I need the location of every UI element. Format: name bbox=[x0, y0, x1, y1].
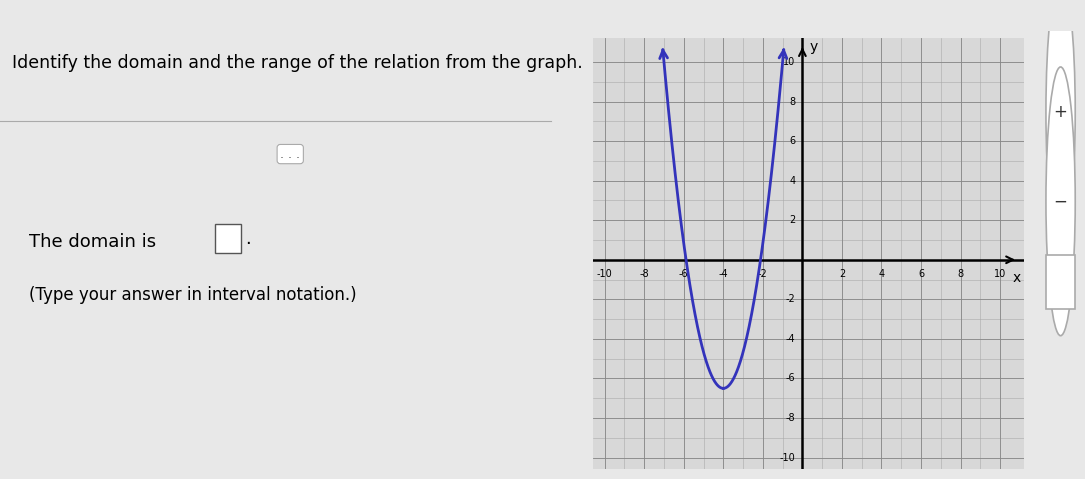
FancyBboxPatch shape bbox=[215, 224, 241, 253]
Text: -4: -4 bbox=[786, 334, 795, 344]
Text: 2: 2 bbox=[789, 215, 795, 225]
Text: -6: -6 bbox=[679, 269, 689, 279]
Text: y: y bbox=[809, 40, 818, 54]
Text: -8: -8 bbox=[639, 269, 649, 279]
Text: -2: -2 bbox=[758, 269, 768, 279]
Text: 10: 10 bbox=[783, 57, 795, 67]
Text: -8: -8 bbox=[786, 413, 795, 423]
Text: 6: 6 bbox=[918, 269, 924, 279]
Text: .: . bbox=[245, 230, 251, 249]
Text: 10: 10 bbox=[994, 269, 1006, 279]
Text: 4: 4 bbox=[790, 176, 795, 186]
Text: (Type your answer in interval notation.): (Type your answer in interval notation.) bbox=[29, 286, 357, 305]
Text: 8: 8 bbox=[958, 269, 963, 279]
Text: 6: 6 bbox=[790, 136, 795, 146]
Text: 2: 2 bbox=[839, 269, 845, 279]
Text: -10: -10 bbox=[597, 269, 613, 279]
Text: +: + bbox=[1054, 103, 1068, 121]
Text: 8: 8 bbox=[790, 97, 795, 107]
Circle shape bbox=[1046, 67, 1075, 336]
Text: The domain is: The domain is bbox=[29, 233, 156, 251]
Text: -10: -10 bbox=[780, 453, 795, 463]
Text: Identify the domain and the range of the relation from the graph.: Identify the domain and the range of the… bbox=[12, 54, 583, 71]
FancyBboxPatch shape bbox=[1046, 255, 1075, 309]
Circle shape bbox=[1046, 0, 1075, 246]
Text: . . .: . . . bbox=[280, 148, 301, 160]
Text: −: − bbox=[1054, 193, 1068, 210]
Text: x: x bbox=[1012, 271, 1021, 285]
Text: 4: 4 bbox=[879, 269, 884, 279]
Text: -2: -2 bbox=[786, 295, 795, 304]
Text: -4: -4 bbox=[718, 269, 728, 279]
Text: -6: -6 bbox=[786, 374, 795, 384]
